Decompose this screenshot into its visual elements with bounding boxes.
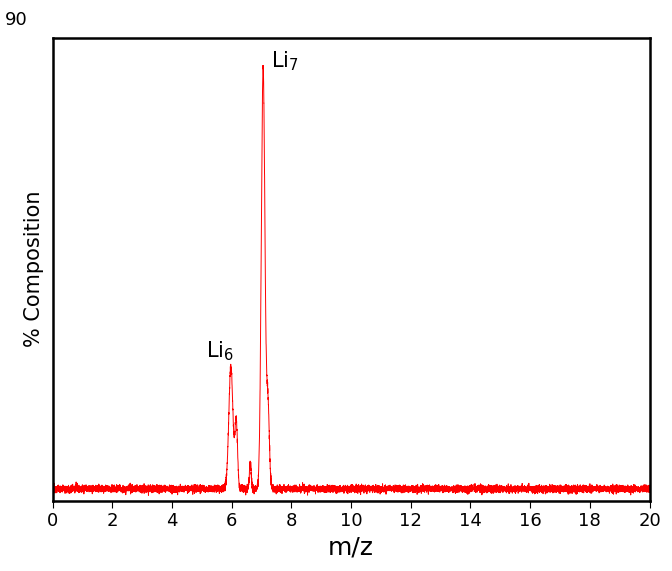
Text: 90: 90 xyxy=(5,11,28,29)
Y-axis label: % Composition: % Composition xyxy=(24,191,44,348)
Text: $\mathregular{Li_7}$: $\mathregular{Li_7}$ xyxy=(271,49,298,73)
Text: $\mathregular{Li_6}$: $\mathregular{Li_6}$ xyxy=(206,339,235,363)
X-axis label: m/z: m/z xyxy=(328,536,374,560)
